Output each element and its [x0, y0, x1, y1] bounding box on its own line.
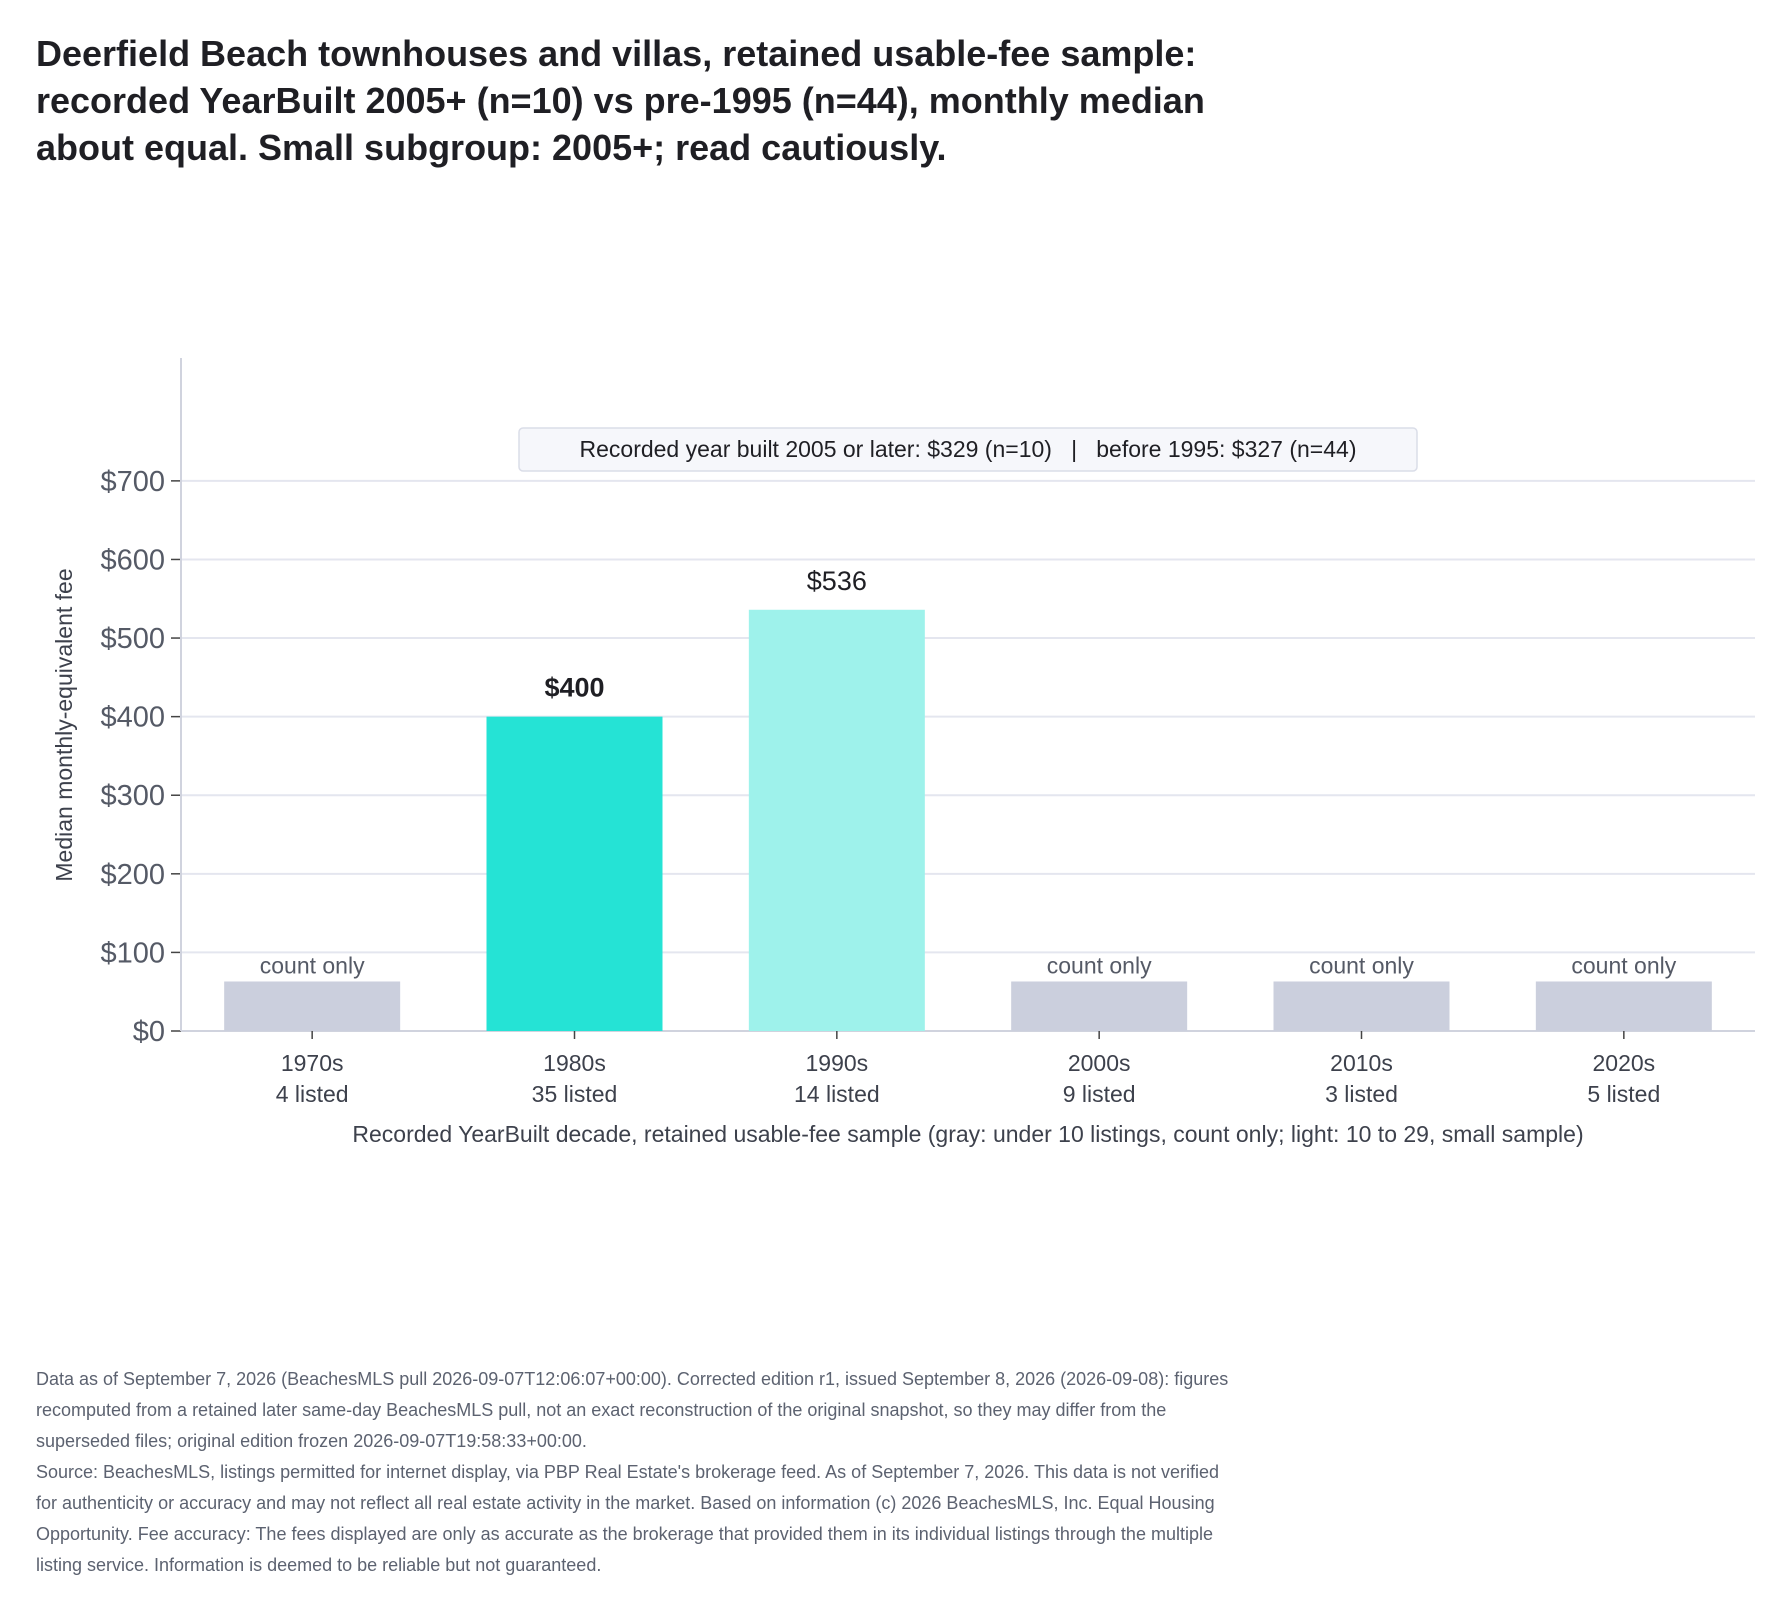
- footer-line: listing service. Information is deemed t…: [36, 1555, 602, 1575]
- summary-callout-text: Recorded year built 2005 or later: $329 …: [580, 436, 1357, 462]
- chart-title-line: recorded YearBuilt 2005+ (n=10) vs pre-1…: [36, 80, 1205, 121]
- bar-1980s: [486, 716, 663, 1031]
- y-tick-label: $0: [133, 1016, 165, 1048]
- x-tick-count-label: 4 listed: [276, 1081, 349, 1107]
- x-tick-label: 2000s: [1068, 1050, 1131, 1076]
- x-tick-label: 1980s: [543, 1050, 606, 1076]
- y-tick-label: $500: [100, 623, 165, 655]
- footer-line: for authenticity or accuracy and may not…: [36, 1493, 1215, 1513]
- bar-2020s: [1535, 981, 1712, 1031]
- x-tick-label: 1970s: [281, 1050, 344, 1076]
- summary-callout: Recorded year built 2005 or later: $329 …: [518, 427, 1418, 472]
- bar-2000s: [1011, 981, 1188, 1031]
- x-tick-count-label: 35 listed: [532, 1081, 618, 1107]
- footer-line: Source: BeachesMLS, listings permitted f…: [36, 1462, 1220, 1482]
- chart-title-line: about equal. Small subgroup: 2005+; read…: [36, 127, 947, 168]
- x-axis-label: Recorded YearBuilt decade, retained usab…: [352, 1121, 1583, 1147]
- bar-value-label: count only: [260, 952, 365, 978]
- y-tick-label: $400: [100, 702, 165, 734]
- y-tick-label: $700: [100, 466, 165, 498]
- x-tick-label: 2010s: [1330, 1050, 1393, 1076]
- bars: [224, 609, 1712, 1031]
- bar-value-label: $400: [544, 673, 604, 703]
- labels: count only 1970s 4 listed $400 1980s 35 liste…: [260, 566, 1677, 1107]
- footer-line: superseded files; original edition froze…: [36, 1431, 587, 1451]
- summary-callout-box: [518, 427, 1418, 472]
- y-tick-label: $300: [100, 780, 165, 812]
- footer-line: Data as of September 7, 2026 (BeachesMLS…: [36, 1369, 1229, 1389]
- chart-title-line: Deerfield Beach townhouses and villas, r…: [36, 33, 1197, 74]
- chart-title: Deerfield Beach townhouses and villas, r…: [36, 30, 1416, 171]
- bar-value-label: count only: [1309, 952, 1414, 978]
- footer-notes: Data as of September 7, 2026 (BeachesMLS…: [36, 1364, 1396, 1581]
- bar-value-label: count only: [1047, 952, 1152, 978]
- x-tick-count-label: 3 listed: [1325, 1081, 1398, 1107]
- x-tick-count-label: 14 listed: [794, 1081, 880, 1107]
- x-tick-label: 1990s: [805, 1050, 868, 1076]
- axes: $0 $100 $200 $300 $400 $500 $600 $700: [100, 358, 1755, 1048]
- bar-1970s: [224, 981, 401, 1031]
- bar-1990s: [748, 609, 925, 1031]
- footer-line: Opportunity. Fee accuracy: The fees disp…: [36, 1524, 1213, 1544]
- x-tick-count-label: 9 listed: [1063, 1081, 1136, 1107]
- y-tick-label: $600: [100, 544, 165, 576]
- y-tick-label: $200: [100, 859, 165, 891]
- bar-value-label: count only: [1571, 952, 1676, 978]
- grid-lines: [181, 479, 1755, 954]
- x-tick-count-label: 5 listed: [1587, 1081, 1660, 1107]
- bar-value-label: $536: [807, 566, 867, 596]
- y-tick-label: $100: [100, 937, 165, 969]
- bar-chart: $0 $100 $200 $300 $400 $500 $600 $700 count onl…: [51, 358, 1755, 1147]
- footer-line: recomputed from a retained later same-da…: [36, 1400, 1167, 1420]
- x-tick-label: 2020s: [1592, 1050, 1655, 1076]
- y-axis-label: Median monthly-equivalent fee: [51, 568, 77, 881]
- bar-2010s: [1273, 981, 1450, 1031]
